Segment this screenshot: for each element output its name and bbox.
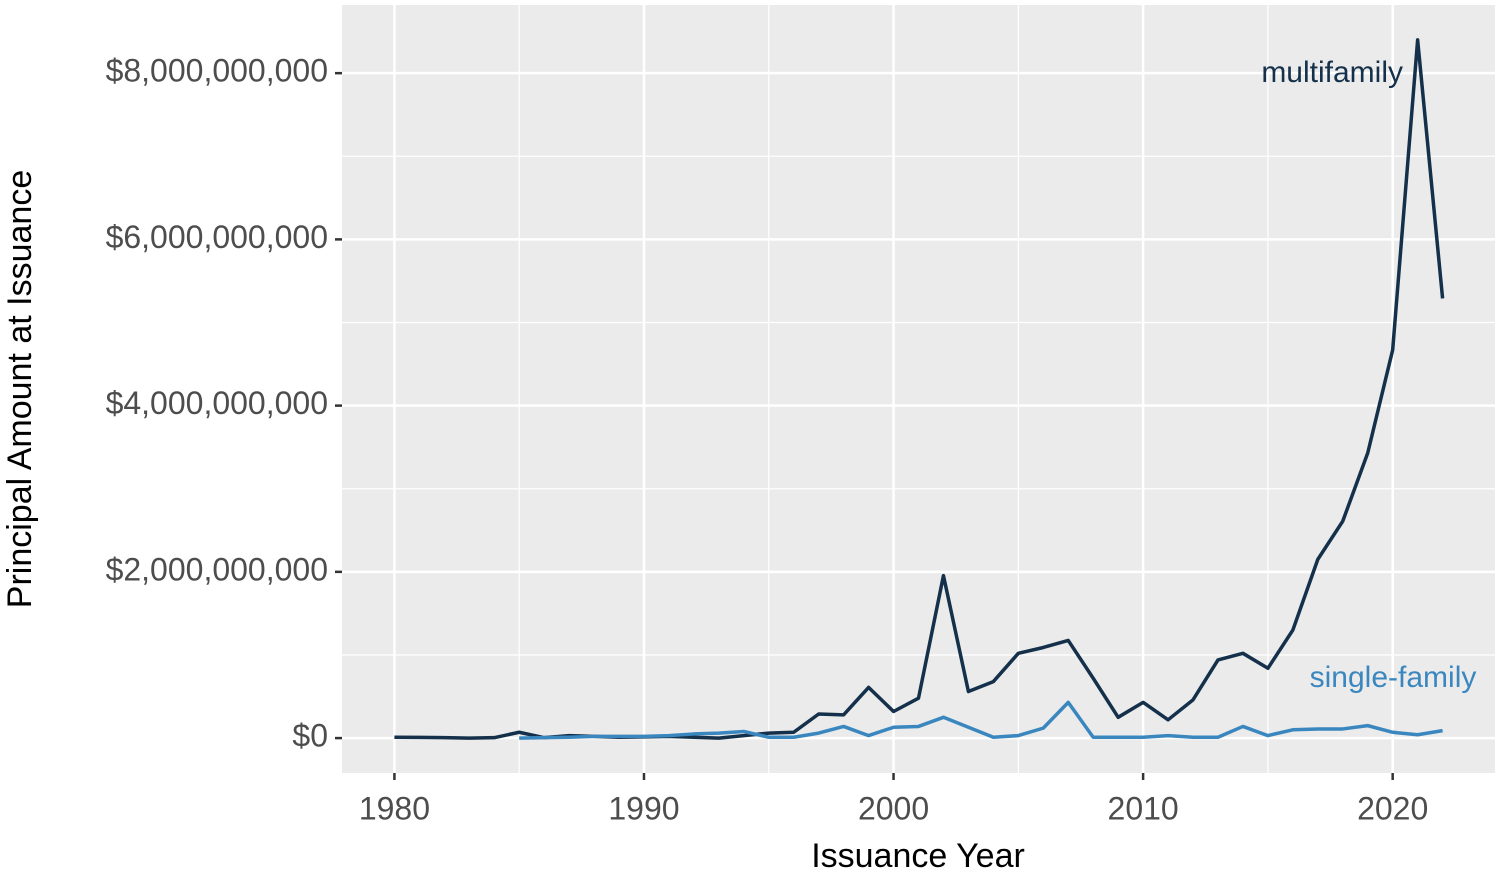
x-tick-label: 2000	[858, 790, 929, 826]
x-axis-title: Issuance Year	[811, 837, 1025, 875]
series-line	[519, 700, 1443, 740]
y-tick-label: $6,000,000,000	[106, 219, 328, 255]
y-tick-label: $8,000,000,000	[106, 53, 328, 89]
x-tick-label: 1980	[359, 790, 430, 826]
y-tick-label: $0	[292, 718, 328, 754]
y-axis-title: Principal Amount at Issuance	[1, 170, 39, 608]
y-tick-label: $4,000,000,000	[106, 385, 328, 421]
x-tick-label: 2010	[1108, 790, 1179, 826]
plot-panel	[342, 5, 1495, 773]
grid	[342, 5, 1495, 773]
x-tick-label: 2020	[1357, 790, 1428, 826]
series-label: multifamily	[1261, 56, 1403, 89]
series-label: single-family	[1310, 661, 1477, 694]
y-tick-label: $2,000,000,000	[106, 551, 328, 587]
marks	[394, 38, 1445, 740]
x-tick-label: 1990	[608, 790, 679, 826]
